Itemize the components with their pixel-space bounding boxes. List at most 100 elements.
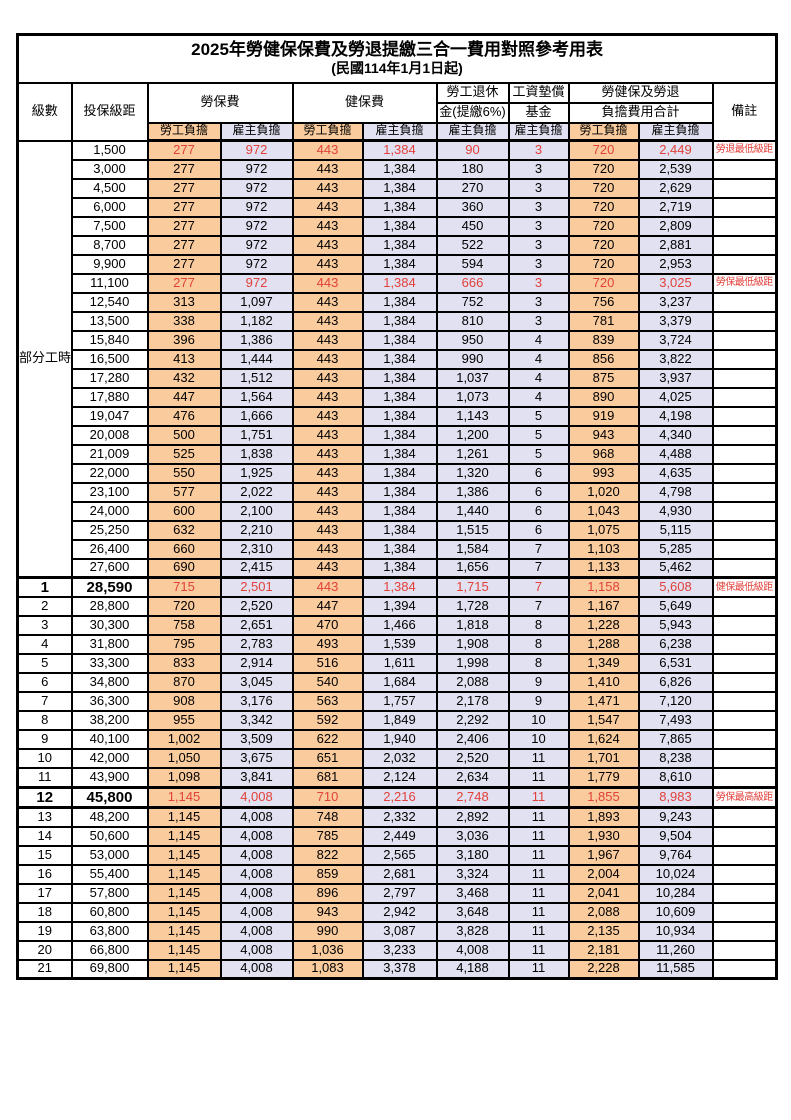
fee-cell: 5,462 <box>637 557 714 579</box>
fee-cell: 3,822 <box>637 348 714 370</box>
table-row: 8 38,200 955 3,342 592 1,849 2,292 10 1,547 7,493 <box>16 710 778 732</box>
table-row: 21 69,800 1,145 4,008 1,083 3,378 4,188 11 2,228… <box>16 958 778 980</box>
fee-cell: 1,384 <box>361 310 438 332</box>
table-row: 12 45,800 1,145 4,008 710 2,216 2,748 11 1,855 8,… <box>16 785 778 810</box>
table-row: 17 57,800 1,145 4,008 896 2,797 3,468 11 2,041 10… <box>16 882 778 904</box>
fee-cell: 3,378 <box>361 958 438 980</box>
table-row: 4,500 277 972 443 1,384 270 3 720 2,629 <box>18 177 778 199</box>
table-row: 21,009 525 1,838 443 1,384 1,261 5 968 4,488 <box>18 443 778 465</box>
fee-cell: 1,075 <box>567 519 640 541</box>
fee-cell: 2,719 <box>637 196 714 218</box>
remark-cell <box>711 367 778 389</box>
fee-cell: 3 <box>507 139 570 161</box>
fee-cell: 6,238 <box>637 634 714 656</box>
fee-cell: 4,008 <box>219 939 294 961</box>
fee-cell: 500 <box>146 424 222 446</box>
fee-cell: 2,783 <box>219 634 294 656</box>
fee-cell: 1,611 <box>361 653 438 675</box>
fee-cell: 277 <box>146 177 222 199</box>
fee-cell: 1,288 <box>567 634 640 656</box>
fee-cell: 443 <box>291 576 364 599</box>
fee-cell: 443 <box>291 329 364 351</box>
fee-cell: 7 <box>507 576 570 599</box>
fee-cell: 443 <box>291 177 364 199</box>
fee-cell: 1,751 <box>219 424 294 446</box>
level-cell: 16 <box>16 863 73 885</box>
fee-cell: 660 <box>146 538 222 560</box>
fee-cell: 1,539 <box>361 634 438 656</box>
salary-bracket-cell: 43,900 <box>70 767 149 789</box>
table-body: 部分工時 1,500 277 972 443 1,384 90 3 720 2,449 勞退最低級距… <box>16 139 778 980</box>
table-row: 26,400 660 2,310 443 1,384 1,584 7 1,103 5,285 <box>18 538 778 560</box>
fee-cell: 4 <box>507 348 570 370</box>
fee-cell: 525 <box>146 443 222 465</box>
remark-cell <box>711 710 778 732</box>
fee-cell: 7 <box>507 557 570 579</box>
salary-bracket-cell: 22,000 <box>70 462 149 484</box>
fee-cell: 11 <box>507 825 570 847</box>
fee-cell: 1,384 <box>361 272 438 294</box>
level-cell: 5 <box>16 653 73 675</box>
fee-cell: 443 <box>291 519 364 541</box>
fee-cell: 810 <box>435 310 510 332</box>
fee-cell: 4,008 <box>219 806 294 828</box>
fee-cell: 795 <box>146 634 222 656</box>
table-row: 9,900 277 972 443 1,384 594 3 720 2,953 <box>18 253 778 275</box>
fee-cell: 2,651 <box>219 615 294 637</box>
fee-cell: 443 <box>291 500 364 522</box>
fee-cell: 7 <box>507 538 570 560</box>
fee-cell: 720 <box>567 158 640 180</box>
table-row: 16 55,400 1,145 4,008 859 2,681 3,324 11 2,004 10… <box>16 863 778 885</box>
table-row: 17,880 447 1,564 443 1,384 1,073 4 890 4,025 <box>18 386 778 408</box>
salary-bracket-cell: 66,800 <box>70 939 149 961</box>
fee-cell: 720 <box>146 596 222 618</box>
level-cell: 2 <box>16 596 73 618</box>
fee-cell: 972 <box>219 215 294 237</box>
remark-cell <box>711 462 778 484</box>
fee-cell: 1,098 <box>146 767 222 789</box>
fee-cell: 4,008 <box>219 844 294 866</box>
fee-cell: 1,097 <box>219 291 294 313</box>
subheader-labor-employer: 雇主負擔 <box>219 121 294 142</box>
fee-cell: 2,809 <box>637 215 714 237</box>
salary-bracket-cell: 21,009 <box>70 443 149 465</box>
table-row: 23,100 577 2,022 443 1,384 1,386 6 1,020 4,798 <box>18 481 778 503</box>
fee-cell: 516 <box>291 653 364 675</box>
fee-cell: 8,610 <box>637 767 714 789</box>
subheader-pension-employer: 雇主負擔 <box>435 121 510 142</box>
fee-cell: 1,384 <box>361 215 438 237</box>
fee-cell: 1,384 <box>361 405 438 427</box>
fee-cell: 4,198 <box>637 405 714 427</box>
fee-cell: 1,547 <box>567 710 640 732</box>
fee-cell: 1,145 <box>146 920 222 942</box>
fee-cell: 4,008 <box>219 882 294 904</box>
fee-cell: 2,332 <box>361 806 438 828</box>
subheader-total-employer: 雇主負擔 <box>637 121 714 142</box>
remark-cell: 勞退最低級距 <box>711 139 778 161</box>
remark-cell <box>711 729 778 751</box>
fee-cell: 1,320 <box>435 462 510 484</box>
fee-cell: 9 <box>507 691 570 713</box>
fee-cell: 1,440 <box>435 500 510 522</box>
fee-cell: 493 <box>291 634 364 656</box>
salary-bracket-cell: 60,800 <box>70 901 149 923</box>
salary-bracket-cell: 69,800 <box>70 958 149 980</box>
fee-cell: 972 <box>219 139 294 161</box>
fee-cell: 2,681 <box>361 863 438 885</box>
fee-cell: 476 <box>146 405 222 427</box>
table-row: 20 66,800 1,145 4,008 1,036 3,233 4,008 11 2,181… <box>16 939 778 961</box>
fee-cell: 681 <box>291 767 364 789</box>
fee-cell: 2,748 <box>435 785 510 810</box>
fee-cell: 2,228 <box>567 958 640 980</box>
fee-cell: 2,953 <box>637 253 714 275</box>
fee-cell: 270 <box>435 177 510 199</box>
fee-cell: 1,083 <box>291 958 364 980</box>
remark-cell <box>711 825 778 847</box>
fee-cell: 1,133 <box>567 557 640 579</box>
fee-cell: 1,925 <box>219 462 294 484</box>
level-cell: 10 <box>16 748 73 770</box>
level-cell: 11 <box>16 767 73 789</box>
remark-cell <box>711 863 778 885</box>
header-labor-insurance: 勞保費 <box>146 81 294 124</box>
fee-cell: 2,406 <box>435 729 510 751</box>
